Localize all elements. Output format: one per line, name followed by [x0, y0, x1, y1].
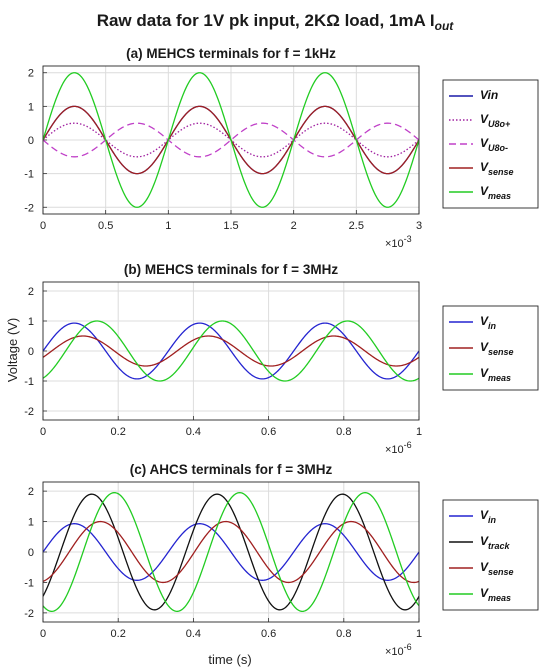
- legend-entry: Vmeas: [480, 366, 511, 383]
- x-tick-label: 0.5: [98, 220, 113, 232]
- legend-entry: Vin: [480, 508, 497, 525]
- x-tick-label: 0.4: [186, 628, 201, 640]
- legend-box: [442, 79, 539, 209]
- series-group: [43, 491, 419, 613]
- legend: Vin Vtrack Vsense Vmeas: [442, 499, 539, 611]
- x-tick-label: 1: [416, 628, 422, 640]
- y-tick-label: 2: [28, 68, 34, 80]
- series-line-vmeas: [43, 72, 419, 208]
- x-tick-label: 0: [40, 220, 46, 232]
- series-line-vsense: [43, 335, 419, 367]
- legend: Vin Vsense Vmeas: [442, 305, 539, 391]
- legend-entry: Vsense: [480, 560, 514, 577]
- y-axis-label: Voltage (V): [5, 318, 20, 382]
- y-tick-label: 2: [28, 486, 34, 498]
- legend-entry: VU8o+: [480, 112, 511, 129]
- legend-entry: Vin: [480, 314, 497, 331]
- y-tick-label: 1: [28, 316, 34, 328]
- y-tick-label: 0: [28, 547, 34, 559]
- x-axis-label: time (s): [208, 652, 251, 667]
- panel-title: (b) MEHCS terminals for f = 3MHz: [124, 262, 338, 277]
- series-line-vmeas: [43, 320, 419, 382]
- y-tick-label: 0: [28, 346, 34, 358]
- y-tick-label: 0: [28, 135, 34, 147]
- y-tick-label: 1: [28, 101, 34, 113]
- x-tick-label: 0.4: [186, 426, 201, 438]
- x-tick-label: 0.2: [111, 426, 126, 438]
- series-line-vtrack: [43, 493, 419, 611]
- x-tick-label: 0.8: [336, 426, 351, 438]
- panel-title: (c) AHCS terminals for f = 3MHz: [130, 462, 333, 477]
- x-exponent-label: ×10-6: [385, 440, 412, 456]
- y-tick-label: -2: [24, 202, 34, 214]
- legend-entry: Vsense: [480, 160, 514, 177]
- x-tick-label: 0.8: [336, 628, 351, 640]
- x-tick-label: 1: [165, 220, 171, 232]
- x-exponent-label: ×10-6: [385, 642, 412, 658]
- series-group: [43, 72, 419, 208]
- x-tick-label: 2.5: [349, 220, 364, 232]
- x-tick-label: 3: [416, 220, 422, 232]
- x-tick-label: 0: [40, 628, 46, 640]
- y-tick-label: -2: [24, 608, 34, 620]
- y-tick-label: -1: [24, 376, 34, 388]
- legend-entry: Vmeas: [480, 184, 511, 201]
- figure-title: Raw data for 1V pk input, 2KΩ load, 1mA …: [97, 11, 455, 33]
- axes-frame: [42, 481, 420, 623]
- legend-entry: Vtrack: [480, 534, 511, 551]
- series-line-vin: [43, 322, 419, 380]
- y-tick-label: -1: [24, 577, 34, 589]
- figure-title-sub: out: [435, 19, 455, 33]
- legend-box: [442, 499, 539, 611]
- axes-frame: [42, 65, 420, 215]
- y-tick-label: 1: [28, 517, 34, 529]
- x-tick-label: 1: [416, 426, 422, 438]
- legend-entry: Vsense: [480, 340, 514, 357]
- series-line-vsense: [43, 520, 419, 584]
- x-tick-label: 0.2: [111, 628, 126, 640]
- x-tick-label: 1.5: [223, 220, 238, 232]
- series-line-vin: [43, 523, 419, 581]
- panel-title: (a) MEHCS terminals for f = 1kHz: [126, 46, 336, 61]
- legend-entry: VU8o-: [480, 136, 508, 153]
- y-tick-label: 2: [28, 286, 34, 298]
- legend-entry: Vmeas: [480, 586, 511, 603]
- x-tick-label: 2: [291, 220, 297, 232]
- y-tick-label: -2: [24, 406, 34, 418]
- series-group: [43, 320, 419, 382]
- series-line-vmeas: [43, 491, 419, 613]
- x-tick-label: 0: [40, 426, 46, 438]
- panel-b: (b) MEHCS terminals for f = 3MHz 0 0.2 0.4 0…: [24, 262, 539, 456]
- x-tick-label: 0.6: [261, 426, 276, 438]
- legend: Vin VU8o+ VU8o- Vsense Vmeas: [442, 79, 539, 209]
- legend-entry: Vin: [480, 88, 498, 102]
- x-tick-label: 0.6: [261, 628, 276, 640]
- panel-a: (a) MEHCS terminals for f = 1kHz 0 0.5 1 1.5…: [24, 46, 539, 250]
- panel-c: (c) AHCS terminals for f = 3MHz 0 0.2 0.4 0.…: [24, 462, 539, 658]
- axes-frame: [42, 281, 420, 421]
- x-exponent-label: ×10-3: [385, 234, 412, 250]
- figure-title-main: Raw data for 1V pk input, 2KΩ load, 1mA …: [97, 11, 435, 30]
- y-tick-label: -1: [24, 169, 34, 181]
